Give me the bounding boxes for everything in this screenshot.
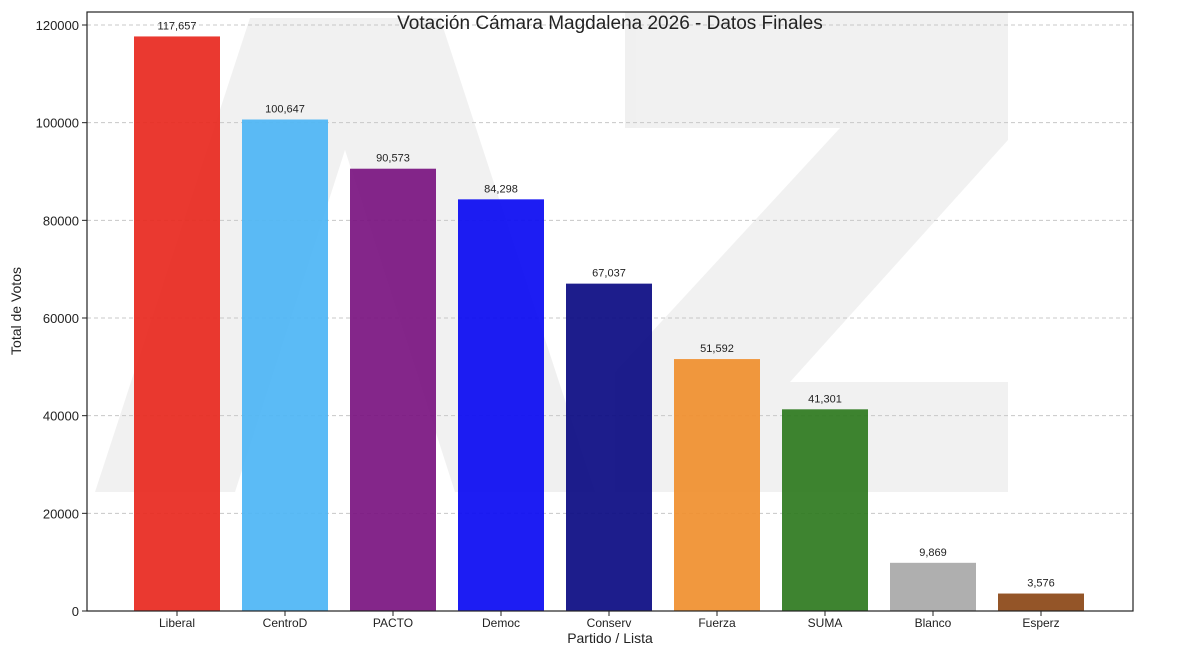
bar-esperz	[998, 593, 1084, 611]
data-label: 117,657	[158, 20, 197, 32]
y-tick-label: 120000	[36, 18, 79, 33]
watermark-logo	[95, 12, 1008, 492]
plot-frame	[86, 11, 1134, 612]
gridlines	[87, 24, 1133, 514]
x-axis-label: Partido / Lista	[567, 630, 653, 646]
y-axis: 0 20000 40000 60000 80000 100000 120000	[36, 18, 87, 619]
x-tick-label: Fuerza	[698, 616, 736, 630]
data-label: 84,298	[484, 183, 518, 195]
y-tick-label: 100000	[36, 116, 79, 131]
x-axis: Liberal CentroD PACTO Democ Conserv Fuerza SUM…	[159, 611, 1060, 630]
bar-centrod	[242, 119, 328, 612]
x-tick-label: Conserv	[587, 616, 632, 630]
y-axis-label: Total de Votos	[8, 267, 24, 355]
bar-suma	[782, 409, 868, 611]
y-tick-label: 40000	[43, 409, 79, 424]
y-tick-label: 20000	[43, 506, 79, 521]
data-label: 90,573	[376, 153, 410, 165]
x-tick-label: Blanco	[915, 616, 952, 630]
bar-liberal	[134, 36, 220, 611]
y-tick-label: 60000	[43, 311, 79, 326]
data-label: 100,647	[265, 104, 305, 116]
chart-title: Votación Cámara Magdalena 2026 - Datos F…	[397, 13, 823, 34]
bar-pacto	[350, 168, 436, 611]
bar-democ	[458, 199, 544, 611]
x-tick-label: Liberal	[159, 616, 195, 630]
bar-blanco	[890, 562, 976, 611]
x-tick-label: Esperz	[1022, 616, 1059, 630]
x-tick-label: PACTO	[373, 616, 413, 630]
data-label: 9,869	[919, 547, 947, 559]
data-label: 3,576	[1027, 578, 1055, 590]
bars	[134, 36, 1084, 612]
y-tick-label: 0	[72, 604, 79, 619]
y-tick-label: 80000	[43, 213, 79, 228]
data-label: 41,301	[808, 393, 842, 405]
data-label: 67,037	[592, 268, 626, 280]
bar-fuerza	[674, 359, 760, 611]
data-label: 51,592	[700, 343, 734, 355]
x-tick-label: SUMA	[808, 616, 843, 630]
bar-conserv	[566, 283, 652, 611]
data-labels: 117,657 100,647 90,573 84,298 67,037 51,592 41…	[158, 20, 1055, 589]
x-tick-label: Democ	[482, 616, 520, 630]
x-tick-label: CentroD	[263, 616, 308, 630]
